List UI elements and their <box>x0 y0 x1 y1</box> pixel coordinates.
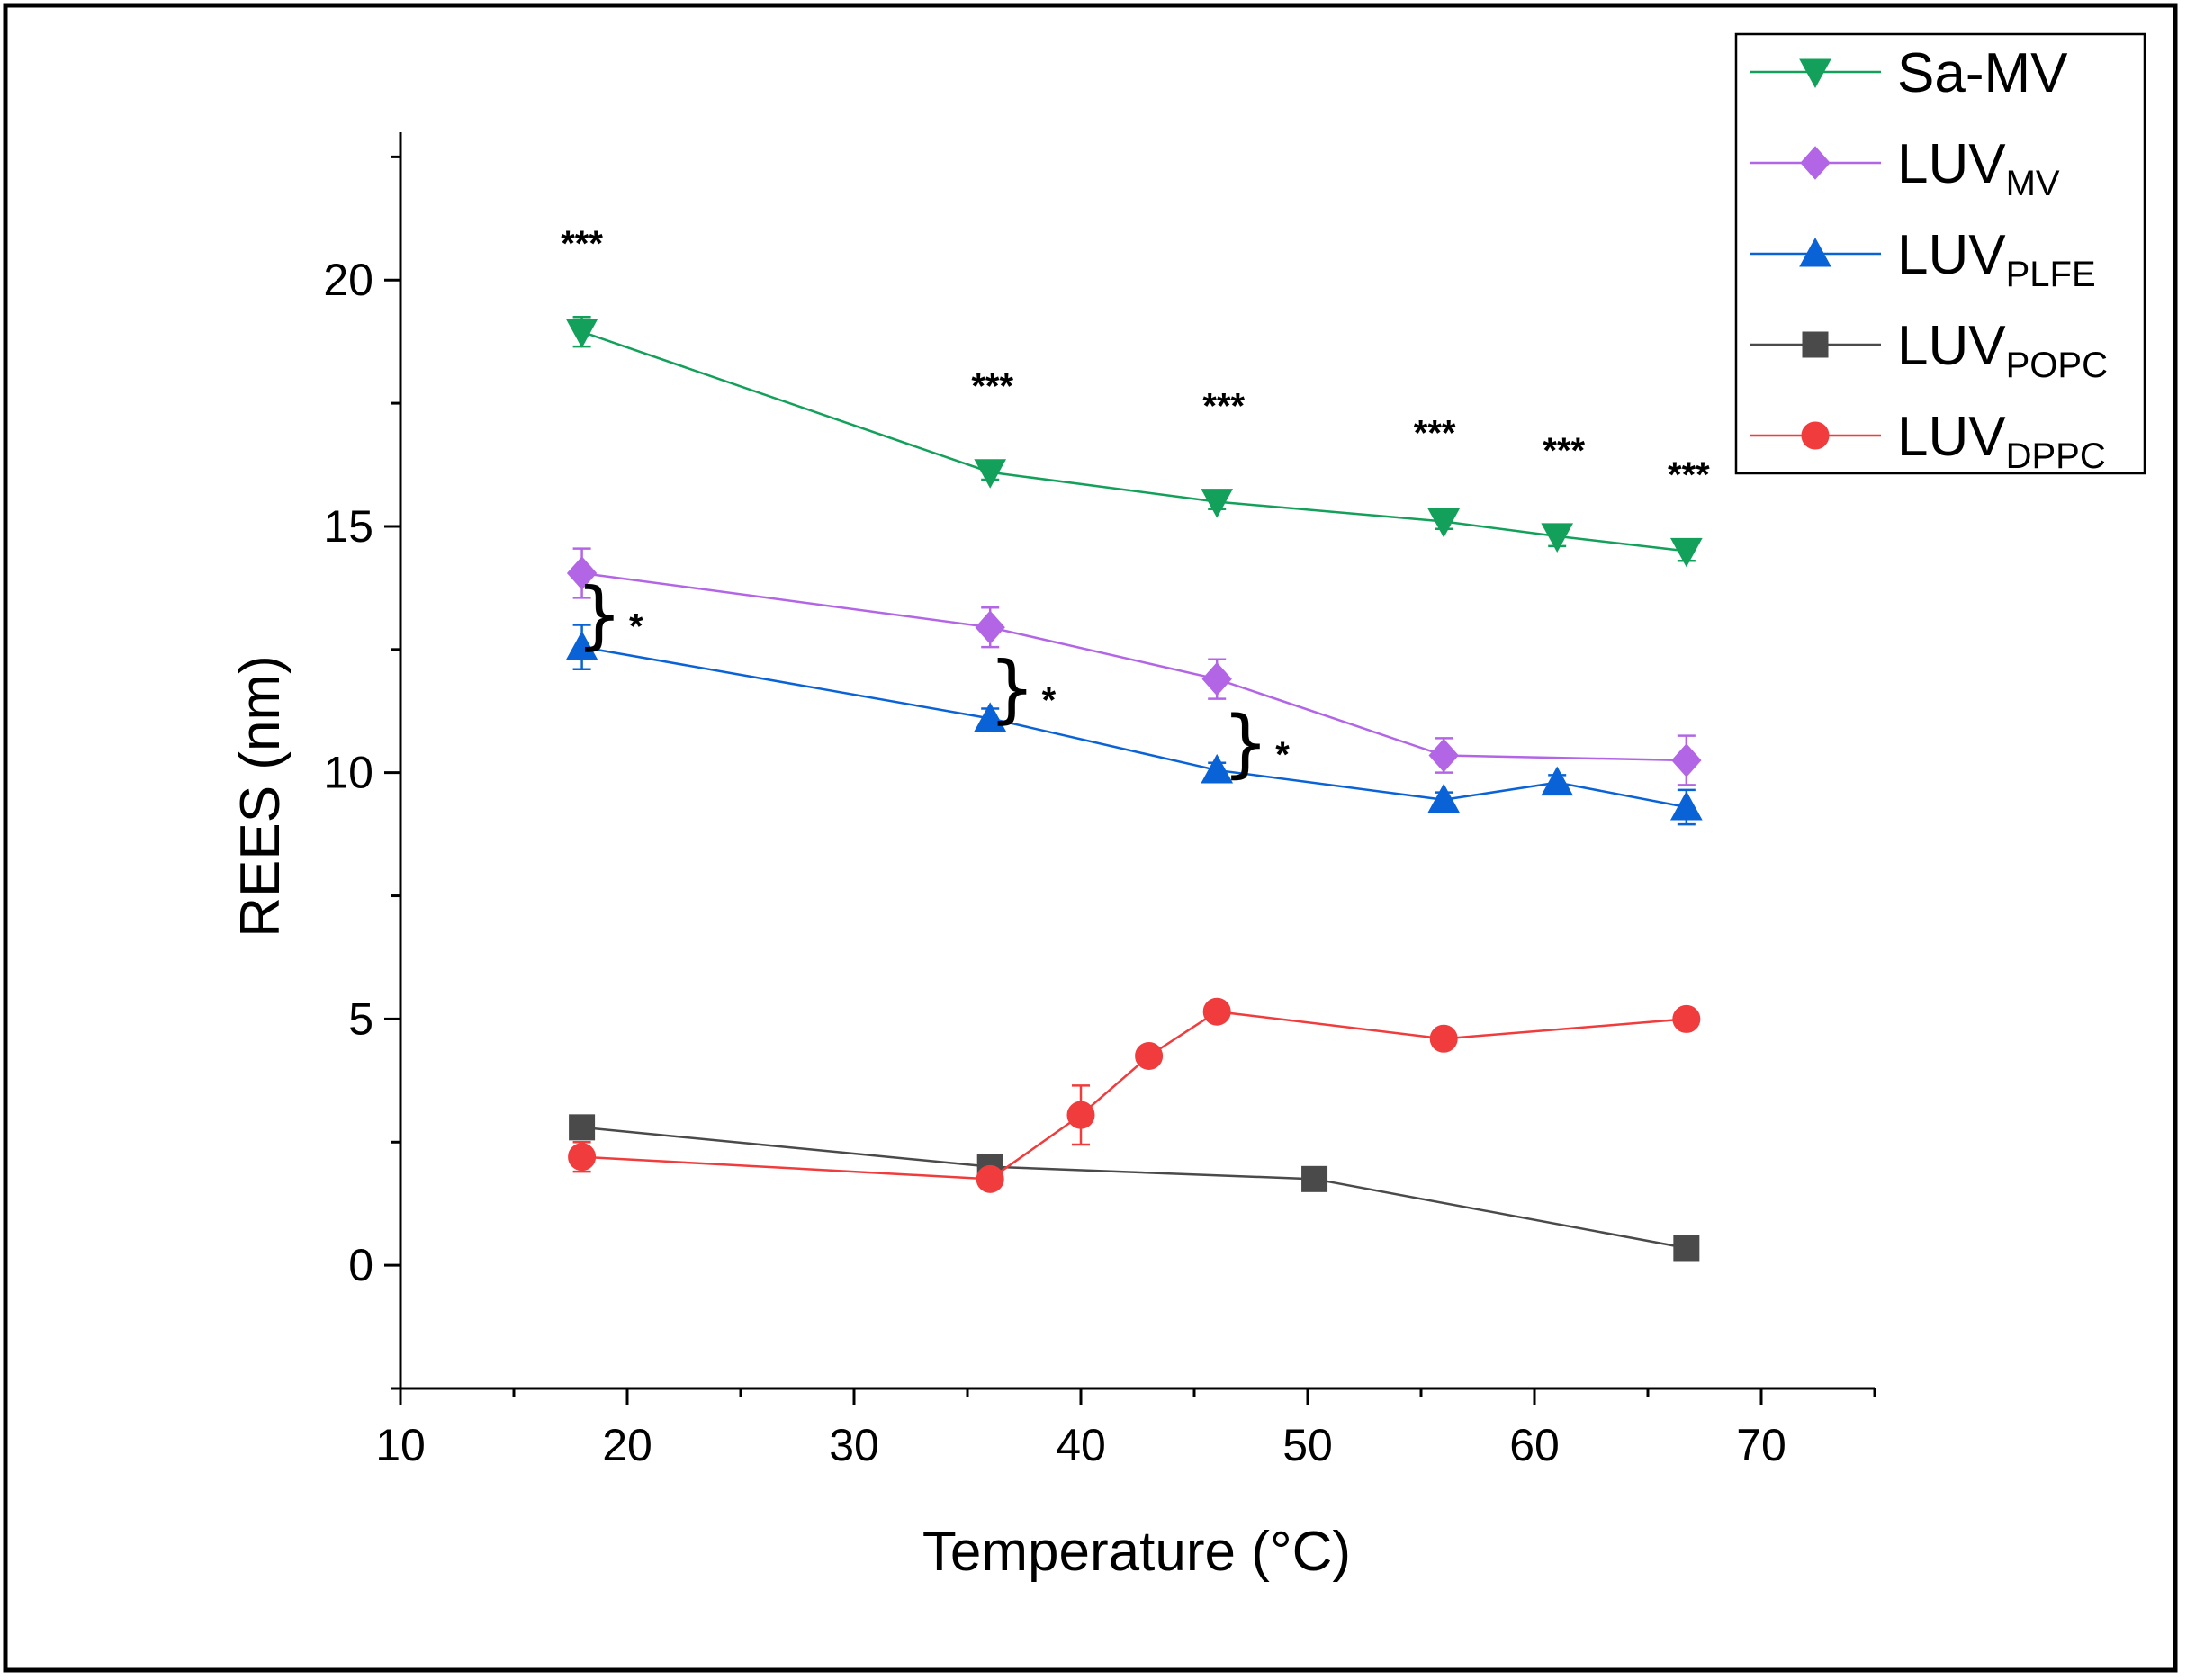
legend-subscript: PLFE <box>2006 255 2096 294</box>
data-point <box>1301 1165 1328 1192</box>
legend-marker <box>1799 58 1831 89</box>
significance-label: * <box>1275 735 1290 775</box>
data-point <box>1428 738 1459 773</box>
data-point <box>1201 661 1232 696</box>
y-tick-label: 15 <box>323 501 373 552</box>
data-point <box>1669 537 1703 568</box>
y-axis-title: REES (nm) <box>229 655 292 937</box>
significance-label: *** <box>1202 387 1245 427</box>
data-point <box>974 459 1007 489</box>
data-point <box>1427 508 1461 538</box>
data-point <box>1202 997 1231 1026</box>
series-line <box>581 1010 1687 1181</box>
data-point <box>1135 1041 1164 1070</box>
data-point <box>1541 523 1574 553</box>
legend-marker <box>1799 237 1831 267</box>
legend-subscript: POPC <box>2006 346 2108 385</box>
data-point <box>1671 743 1702 777</box>
series-line <box>581 645 1687 809</box>
legend-subscript: DPPC <box>2006 436 2106 476</box>
significance-label: * <box>629 607 643 647</box>
x-tick-label: 70 <box>1736 1420 1786 1470</box>
data-point <box>976 1164 1004 1193</box>
legend-entry: LUVMV <box>1750 133 2060 203</box>
series-layer <box>565 316 1703 1262</box>
data-point <box>565 631 598 660</box>
series-luvdppc <box>568 997 1701 1193</box>
series-line <box>581 571 1687 762</box>
axes: 10 20 30 40 50 60 70 0 5 10 15 20 <box>323 132 1876 1470</box>
series-sa-mv <box>565 316 1703 568</box>
data-point <box>568 1143 597 1172</box>
brace-icon: } <box>576 573 623 659</box>
data-point <box>975 610 1005 644</box>
x-tick-label: 20 <box>602 1420 652 1470</box>
figure-frame <box>3 3 2178 1673</box>
y-tick-label: 0 <box>348 1240 373 1290</box>
data-point <box>1669 790 1703 821</box>
x-axis-title: Temperature (°C) <box>922 1521 1351 1583</box>
significance-label: *** <box>1543 431 1585 471</box>
legend-entry: Sa-MV <box>1750 42 2068 104</box>
data-point <box>566 556 598 590</box>
x-tick-label: 40 <box>1056 1420 1106 1470</box>
data-point <box>1541 766 1574 796</box>
legend-marker <box>1801 421 1830 450</box>
brace-icon: } <box>988 647 1035 732</box>
data-point <box>569 1114 596 1141</box>
significance-label: *** <box>1668 455 1710 495</box>
significance-label: *** <box>561 224 603 264</box>
data-point <box>1427 783 1461 813</box>
data-point <box>565 319 598 348</box>
series-luvpopc <box>569 1114 1700 1262</box>
y-tick-label: 10 <box>323 748 373 798</box>
x-tick-label: 60 <box>1509 1420 1560 1470</box>
data-point <box>1201 489 1234 518</box>
legend-marker <box>1802 331 1829 358</box>
y-tick-label: 20 <box>323 255 373 305</box>
series-line <box>581 330 1687 553</box>
annotation-layer: ****** ****** ******} *} *} * <box>561 224 1710 786</box>
significance-label: *** <box>971 367 1013 407</box>
significance-label: * <box>1042 681 1057 721</box>
x-tick-label: 10 <box>375 1420 426 1470</box>
series-line <box>581 1126 1687 1250</box>
significance-label: *** <box>1414 414 1456 454</box>
brace-icon: } <box>1222 701 1269 786</box>
x-tick-label: 30 <box>829 1420 879 1470</box>
x-tick-label: 50 <box>1282 1420 1333 1470</box>
legend-subscript: MV <box>2006 164 2060 203</box>
series-luvplfe <box>565 624 1703 826</box>
data-point <box>1672 1004 1701 1033</box>
data-point <box>1066 1101 1095 1129</box>
data-point <box>1673 1235 1700 1262</box>
data-point <box>1429 1024 1458 1053</box>
y-tick-label: 5 <box>348 993 373 1044</box>
legend-marker <box>1800 146 1831 180</box>
legend-label: Sa-MV <box>1897 42 2068 104</box>
series-luvmv <box>566 547 1702 786</box>
data-point <box>974 702 1007 732</box>
data-point <box>1201 753 1234 784</box>
